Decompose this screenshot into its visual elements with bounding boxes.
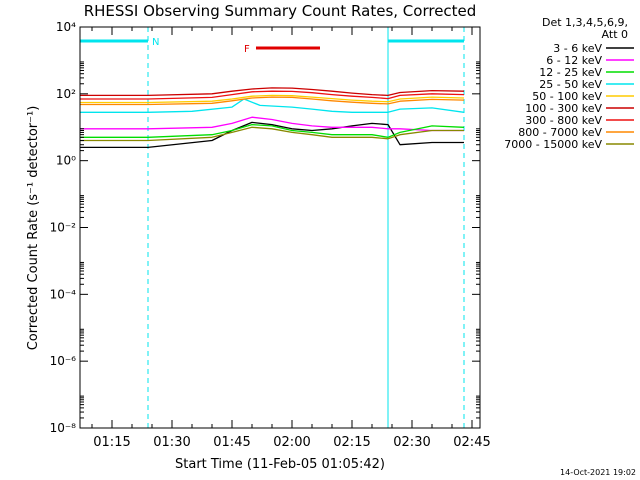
- chart-title: RHESSI Observing Summary Count Rates, Co…: [84, 2, 477, 20]
- data-series: [80, 87, 465, 149]
- legend-entry-label: 800 - 7000 keV: [518, 126, 602, 139]
- x-tick-label: 02:45: [453, 435, 490, 450]
- legend-entry-label: 7000 - 15000 keV: [504, 138, 602, 151]
- series-line: [80, 98, 465, 113]
- series-line: [80, 87, 465, 97]
- detector-info: Det 1,3,4,5,6,9, Att 0: [542, 16, 628, 41]
- y-tick-label: 10²: [56, 87, 76, 101]
- x-tick-label: 02:00: [273, 435, 310, 450]
- y-tick-label: 10⁻⁴: [50, 287, 77, 301]
- y-tick-label: 10⁰: [56, 154, 76, 168]
- x-tick-label: 01:30: [153, 435, 190, 450]
- legend-entry-label: 12 - 25 keV: [539, 66, 602, 79]
- legend-entry-label: 50 - 100 keV: [532, 90, 602, 103]
- x-axis: 01:15 01:30 01:45 02:00 02:15 02:30 02:45: [91, 27, 491, 450]
- night-label: N: [152, 37, 159, 48]
- legend-entry-label: 300 - 800 keV: [525, 114, 602, 127]
- detector-info-line-2: Att 0: [602, 28, 628, 41]
- y-tick-label: 10⁴: [56, 20, 76, 34]
- footer-date: 14-Oct-2021 19:02: [560, 468, 636, 477]
- legend-entry-label: 6 - 12 keV: [546, 54, 602, 67]
- y-axis-label: Corrected Count Rate (s⁻¹ detector⁻¹): [26, 106, 41, 351]
- series-line: [80, 94, 465, 104]
- x-tick-label: 01:15: [93, 435, 130, 450]
- y-tick-label: 10⁻⁸: [50, 421, 77, 435]
- x-tick-label: 01:45: [213, 435, 250, 450]
- legend-entry-label: 100 - 300 keV: [525, 102, 602, 115]
- y-tick-label: 10⁻²: [50, 221, 77, 235]
- coverage-annotations: NF: [79, 27, 465, 428]
- detector-info-line-1: Det 1,3,4,5,6,9,: [542, 16, 628, 29]
- flare-label: F: [244, 44, 250, 55]
- series-line: [80, 126, 464, 142]
- series-line: [80, 96, 465, 106]
- series-line: [80, 121, 464, 149]
- x-tick-label: 02:30: [393, 435, 430, 450]
- x-axis-label: Start Time (11-Feb-05 01:05:42): [175, 457, 385, 472]
- y-axis: 10⁻⁸ 10⁻⁶ 10⁻⁴ 10⁻² 10⁰ 10² 10⁴: [50, 20, 480, 435]
- series-line: [80, 116, 464, 132]
- x-tick-label: 02:15: [333, 435, 370, 450]
- series-line: [80, 90, 465, 100]
- plot-frame: [79, 26, 481, 429]
- series-line: [80, 123, 465, 138]
- legend-entry-label: 25 - 50 keV: [539, 78, 602, 91]
- y-tick-label: 10⁻⁶: [50, 354, 77, 368]
- legend-entry-label: 3 - 6 keV: [553, 42, 602, 55]
